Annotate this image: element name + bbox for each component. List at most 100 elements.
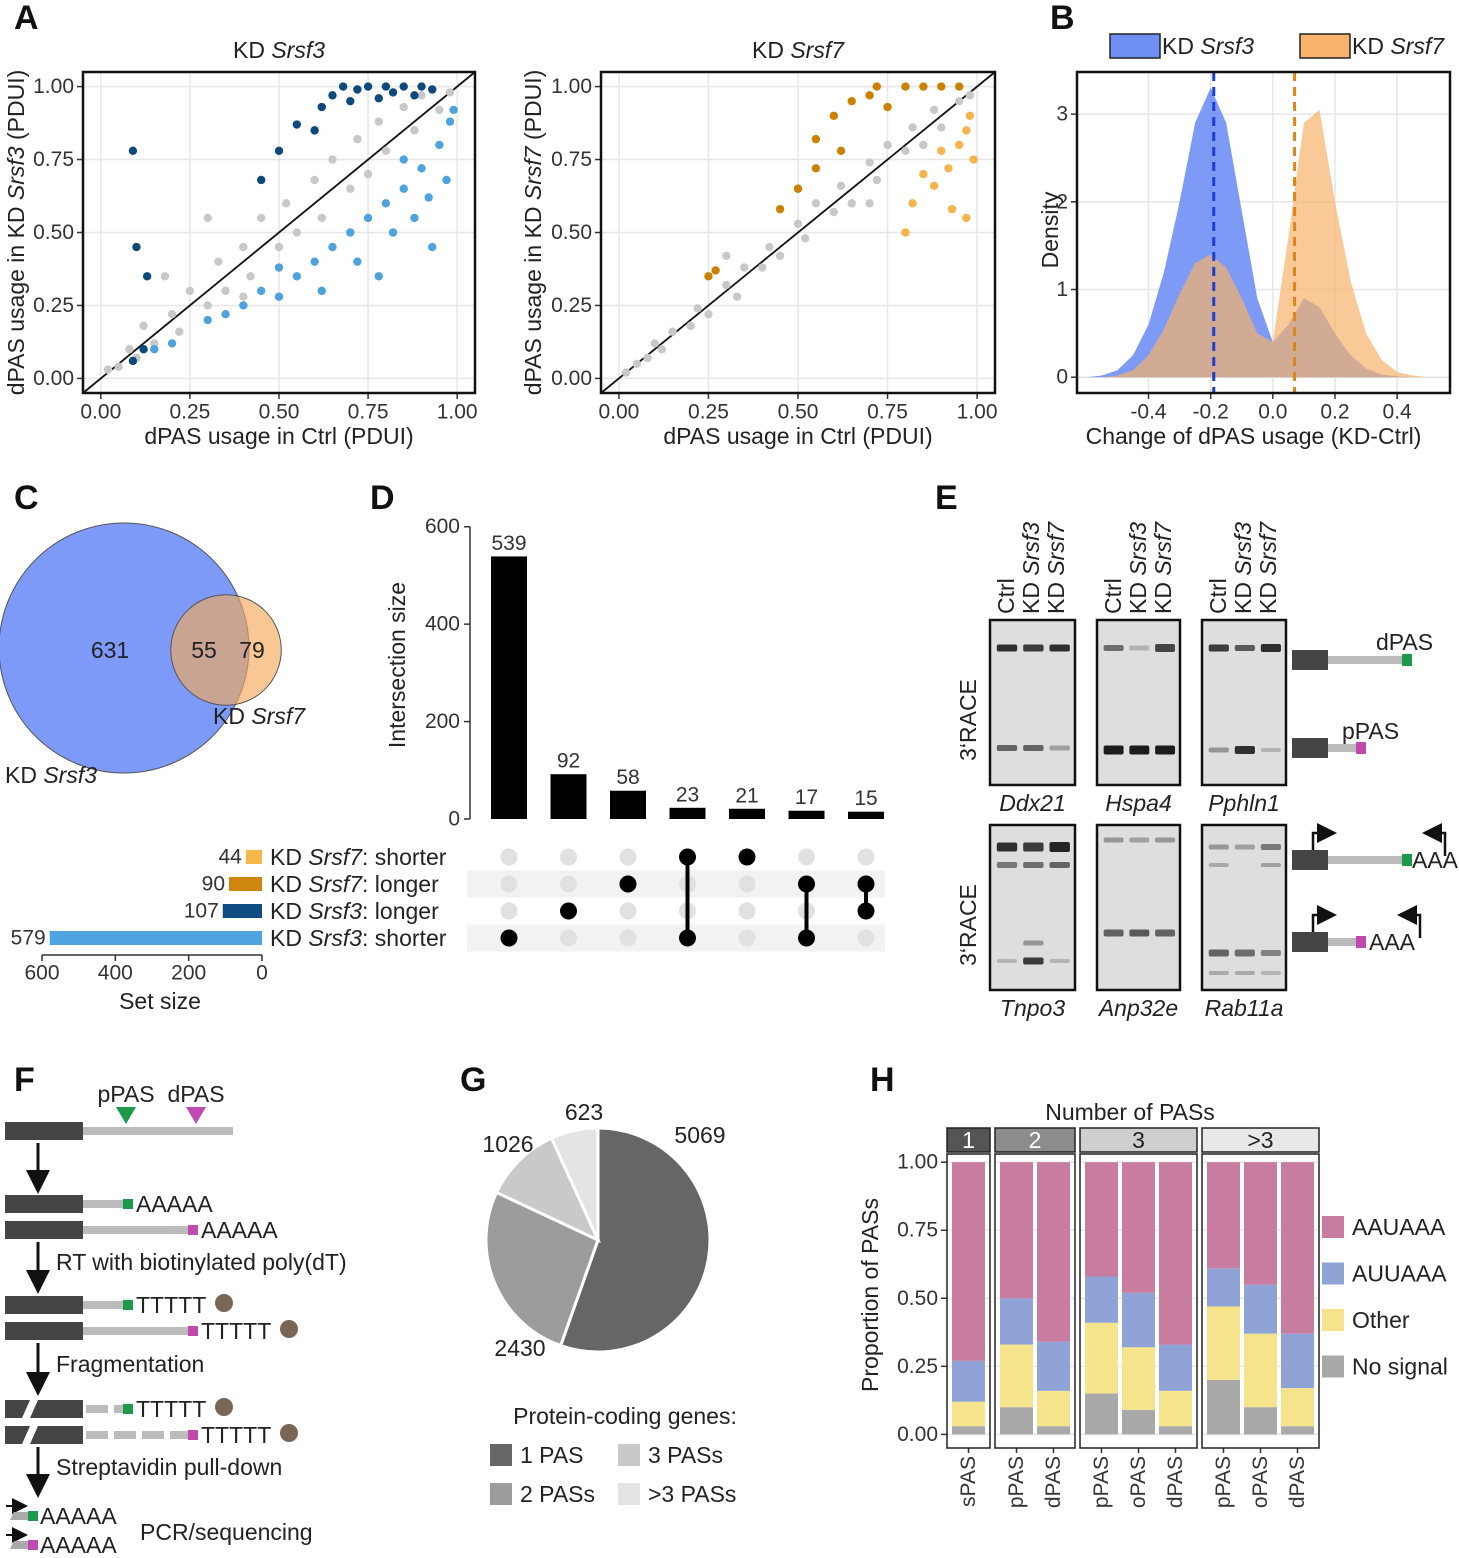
gel-band	[1234, 746, 1255, 754]
facet-label: >3	[1247, 1127, 1273, 1153]
point	[150, 339, 159, 348]
text-span: Srsf7	[308, 844, 363, 870]
x-tick-label: 600	[24, 962, 59, 985]
point	[445, 117, 455, 126]
point	[221, 310, 230, 319]
point	[800, 234, 810, 243]
y-axis-label: dPAS usage in KD Srsf7 (PDUI)	[520, 70, 546, 396]
read-fragment	[10, 1512, 28, 1520]
point	[424, 193, 433, 202]
point	[919, 82, 928, 91]
matrix-dot-empty	[738, 902, 756, 920]
pie-slice	[549, 1126, 600, 1241]
pas-site	[28, 1540, 38, 1550]
point	[954, 96, 964, 106]
point	[428, 85, 437, 94]
point	[160, 272, 170, 281]
legend-key	[1322, 1262, 1344, 1285]
point	[937, 82, 946, 91]
panel-label: E	[935, 479, 958, 517]
point	[836, 181, 846, 191]
x-tick-label: pPAS	[1090, 1456, 1113, 1508]
y-tick-label: 0.25	[897, 1355, 938, 1378]
point	[793, 184, 803, 193]
point	[346, 96, 355, 106]
exon-fragment	[5, 1400, 83, 1418]
bar-segment	[1281, 1333, 1314, 1389]
matrix-dot	[798, 875, 815, 893]
y-tick-label: 200	[425, 710, 460, 733]
gel-border	[1095, 618, 1182, 787]
gel-band	[1023, 940, 1044, 946]
point	[310, 257, 319, 266]
utr	[83, 1327, 188, 1335]
point	[363, 213, 373, 223]
set-name: KD Srsf7: longer	[270, 871, 439, 897]
tail-label: TTTTT	[136, 1396, 206, 1422]
bar-segment	[1000, 1407, 1033, 1435]
point	[203, 213, 212, 223]
x-tick-label: 0.2	[1320, 401, 1349, 424]
facet-strip	[1201, 1127, 1320, 1153]
bar-segment	[1122, 1162, 1155, 1293]
pas-site	[123, 1404, 133, 1414]
point	[811, 164, 821, 173]
pie-value-label: 623	[565, 1099, 603, 1125]
pas-site	[123, 1199, 133, 1209]
point	[410, 213, 419, 223]
point	[954, 82, 964, 91]
x-tick-label: 400	[98, 962, 133, 985]
gene-label: Hspa4	[1105, 790, 1171, 816]
bar	[729, 808, 765, 819]
matrix-dot	[738, 848, 756, 866]
x-tick-label: dPAS	[1286, 1456, 1309, 1508]
x-tick-label: 0.50	[778, 401, 819, 424]
bar	[610, 790, 646, 819]
primer-arrow	[1311, 905, 1337, 932]
method-label: 3‘RACE	[955, 679, 981, 761]
pie-slice	[558, 1126, 712, 1354]
legend-key	[1322, 1216, 1344, 1238]
point	[435, 140, 444, 150]
x-tick-label: oPAS	[1127, 1456, 1150, 1508]
lane-label: KD Srsf3	[1230, 522, 1256, 614]
point	[214, 257, 223, 266]
point	[346, 228, 355, 237]
exon	[1292, 932, 1328, 952]
text-span: Srsf7	[1255, 521, 1281, 576]
y-tick-label: 0.50	[33, 221, 74, 244]
bar-segment	[1085, 1276, 1118, 1323]
venn-set-label: KD Srsf7	[213, 703, 306, 729]
matrix-dot	[679, 848, 696, 866]
point	[132, 242, 141, 252]
gel-band	[1208, 644, 1229, 652]
facet-label: 1	[962, 1127, 975, 1153]
point	[965, 91, 975, 100]
point	[847, 96, 856, 106]
point	[256, 286, 266, 296]
matrix-dot-empty	[560, 875, 577, 893]
gel-band	[1103, 745, 1124, 755]
point	[775, 204, 785, 214]
x-tick-label: dPAS	[1042, 1456, 1065, 1508]
x-tick-label: 0.00	[80, 401, 121, 424]
text-span: Srsf7	[790, 37, 845, 63]
legend-key	[1109, 33, 1161, 59]
point	[643, 353, 652, 363]
gel-band	[1208, 747, 1229, 753]
read-fragment	[10, 1541, 28, 1549]
point	[732, 292, 742, 301]
matrix-dot	[619, 875, 637, 893]
point	[310, 126, 319, 135]
utr	[1328, 938, 1356, 946]
gel-band	[1208, 971, 1229, 975]
bar-segment	[1122, 1409, 1155, 1435]
tail-label: TTTTT	[201, 1422, 271, 1448]
point	[865, 199, 874, 208]
lane-label: KD Srsf7	[1043, 521, 1069, 614]
bar-segment	[1207, 1306, 1240, 1380]
point	[256, 175, 266, 185]
point	[711, 266, 720, 275]
bar-segment	[1159, 1344, 1192, 1391]
